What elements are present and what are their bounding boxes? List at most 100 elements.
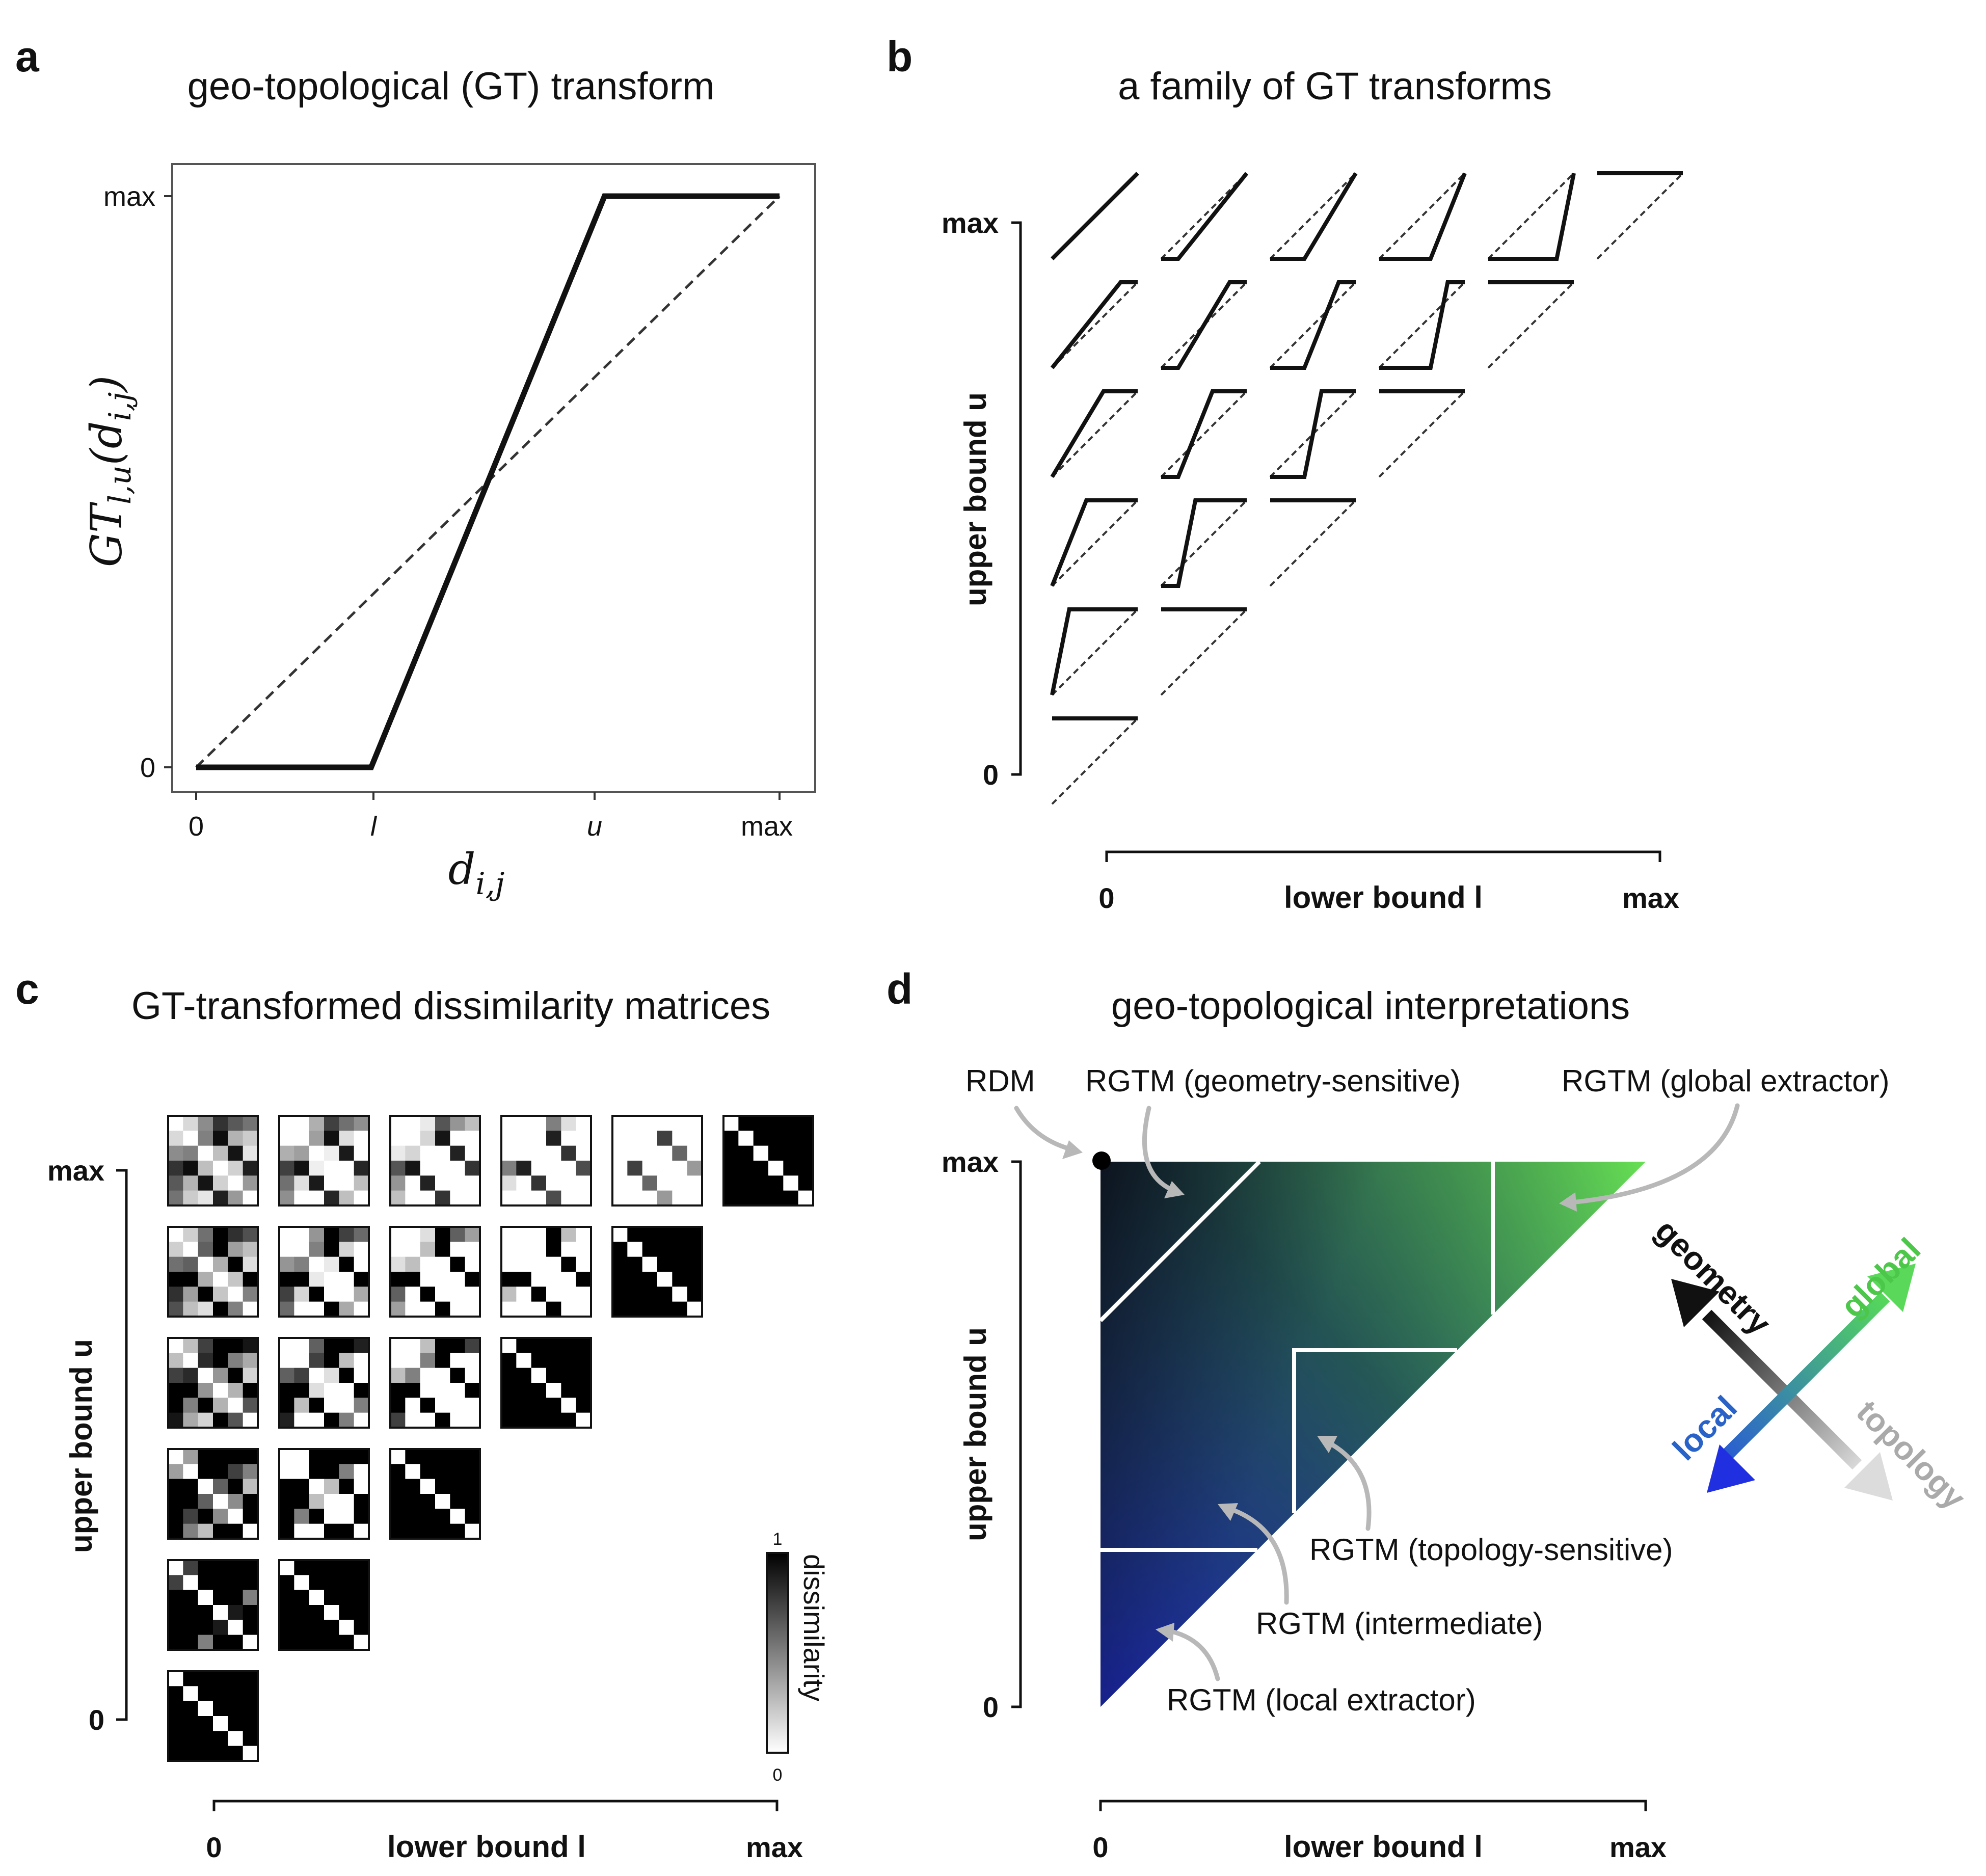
matrix-cell (561, 1145, 577, 1161)
gt-transform-cell (1160, 280, 1248, 370)
colorbar-max-label: 1 (773, 1530, 783, 1549)
matrix-cell (183, 1368, 199, 1383)
matrix-cell (546, 1242, 561, 1257)
matrix-cell (279, 1287, 294, 1302)
rdm-point (1092, 1151, 1111, 1170)
matrix-cell (642, 1175, 658, 1191)
matrix-frame (167, 1226, 259, 1318)
matrix-cell (294, 1412, 310, 1428)
geometry-shading (1101, 1162, 1646, 1707)
matrix-cell (561, 1272, 577, 1287)
matrix-cell (228, 1272, 244, 1287)
matrix-cell (198, 1301, 213, 1317)
matrix-cell (183, 1620, 199, 1636)
matrix-cell (405, 1353, 421, 1369)
matrix-cell (420, 1175, 436, 1191)
matrix-cell (657, 1190, 673, 1206)
matrix-cell (450, 1383, 466, 1398)
matrix-cell (516, 1338, 532, 1353)
matrix-cell (420, 1464, 436, 1480)
matrix-cell (405, 1161, 421, 1176)
matrix-cell (228, 1746, 244, 1761)
gt-transform-line (1161, 389, 1247, 479)
gt-transform-line (1379, 172, 1467, 261)
matrix-cell (450, 1449, 466, 1464)
matrix-cell (723, 1161, 739, 1176)
matrix-cell (279, 1190, 294, 1206)
matrix-cell (435, 1338, 450, 1353)
matrix-cell (198, 1634, 213, 1650)
matrix-cell (309, 1523, 325, 1539)
matrix-frame (389, 1448, 481, 1540)
matrix-cell (450, 1116, 466, 1131)
matrix-cell (183, 1686, 199, 1702)
gt-transform-cell (1596, 171, 1684, 260)
panel-b-xtick-0: 0 (1098, 882, 1114, 914)
matrix-cell (243, 1634, 258, 1650)
matrix-cell (465, 1412, 480, 1428)
matrix-cell (339, 1190, 355, 1206)
gt-transform-line (196, 193, 780, 770)
matrix-cell (339, 1449, 355, 1464)
matrix-cell (198, 1190, 213, 1206)
matrix-frame (167, 1115, 259, 1207)
matrix-cell (198, 1116, 213, 1131)
gt-transform-cell (1269, 172, 1358, 261)
matrix-cell (294, 1287, 310, 1302)
matrix-cell (501, 1383, 517, 1398)
panel-c-xtick-max: max (746, 1831, 803, 1863)
matrix-cell (516, 1412, 532, 1428)
matrix-cell (435, 1131, 450, 1146)
matrix-cell (324, 1287, 339, 1302)
matrix-cell (324, 1560, 339, 1575)
matrix-cell (309, 1353, 325, 1369)
matrix-cell (279, 1353, 294, 1369)
matrix-cell (531, 1338, 547, 1353)
matrix-cell (339, 1131, 355, 1146)
panel-b-x-axis (1105, 850, 1661, 862)
matrix-cell (213, 1686, 228, 1702)
matrix-cell (213, 1353, 228, 1369)
arrowhead (1317, 1436, 1337, 1453)
matrix-cell (405, 1383, 421, 1398)
matrix-cell (642, 1242, 658, 1257)
matrix-cell (294, 1353, 310, 1369)
matrix-cell (612, 1145, 628, 1161)
matrix-cell (420, 1161, 436, 1176)
matrix-cell (168, 1634, 183, 1650)
gt-transform-cell (1269, 389, 1357, 479)
panel-a-letter: a (15, 33, 40, 81)
matrix-cell (168, 1671, 183, 1686)
matrix-cell (516, 1398, 532, 1413)
matrix-cell (309, 1116, 325, 1131)
matrix-cell (243, 1671, 258, 1686)
matrix-cell (354, 1479, 369, 1494)
gt-transform-line (1050, 498, 1138, 587)
matrix-cell (420, 1116, 436, 1131)
panel-b-letter: b (887, 33, 913, 81)
matrix-cell (243, 1509, 258, 1524)
matrix-cell (768, 1175, 784, 1191)
matrix-cell (450, 1272, 466, 1287)
matrix-cell (723, 1116, 739, 1131)
matrix-cell (168, 1716, 183, 1731)
matrix-cell (576, 1368, 592, 1383)
matrix-cell (546, 1272, 561, 1287)
matrix-cell (672, 1161, 688, 1176)
matrix-cell (354, 1272, 369, 1287)
gt-transform-cell (1378, 389, 1466, 478)
matrix-cell (420, 1338, 436, 1353)
matrix-cell (198, 1523, 213, 1539)
matrix-cell (279, 1523, 294, 1539)
matrix-cell (228, 1190, 244, 1206)
matrix-cell (198, 1256, 213, 1272)
matrix-cell (198, 1605, 213, 1620)
matrix-cell (339, 1398, 355, 1413)
panel-b-y-axis (1011, 221, 1022, 776)
matrix-cell (405, 1479, 421, 1494)
matrix-cell (168, 1523, 183, 1539)
matrix-cell (516, 1116, 532, 1131)
xtick-label-0: 0 (189, 811, 204, 842)
gt-transform-line (1488, 173, 1576, 261)
matrix-cell (228, 1412, 244, 1428)
